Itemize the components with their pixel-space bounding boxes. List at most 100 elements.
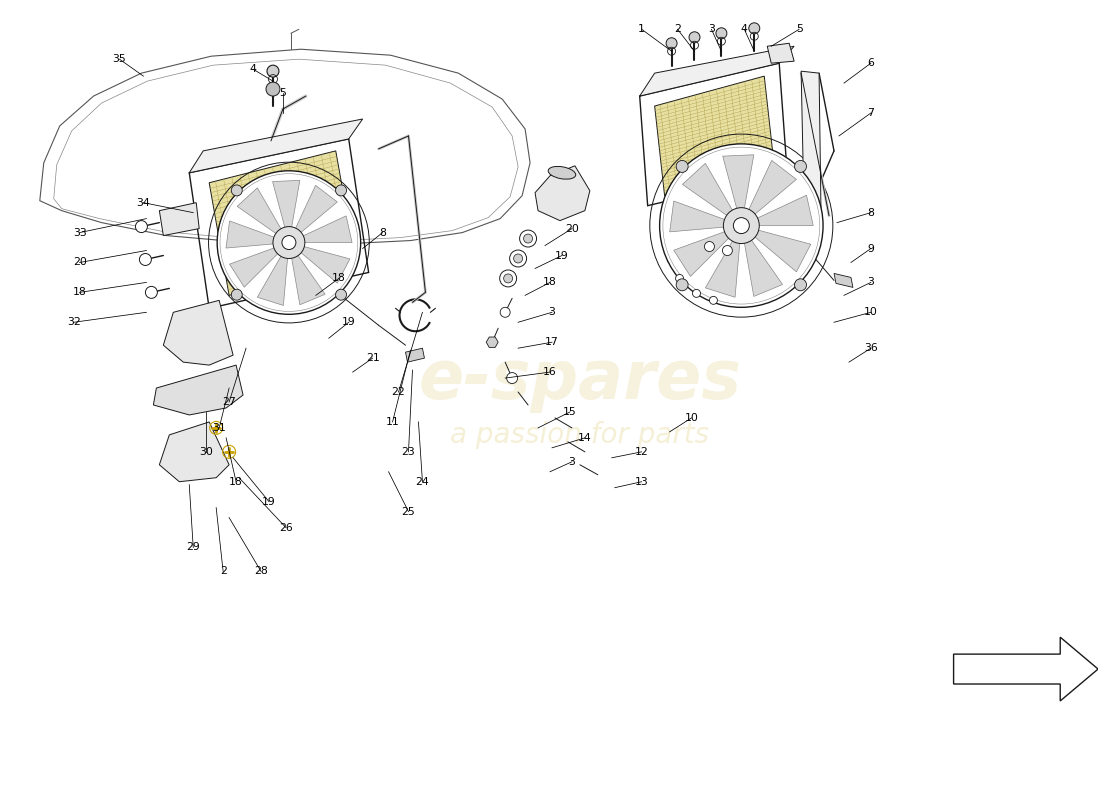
Text: 21: 21 xyxy=(365,353,380,363)
Circle shape xyxy=(749,23,760,34)
Text: 28: 28 xyxy=(254,566,268,577)
Polygon shape xyxy=(209,151,355,295)
Polygon shape xyxy=(163,300,233,365)
Text: 15: 15 xyxy=(563,407,576,417)
Text: 16: 16 xyxy=(543,367,557,377)
Polygon shape xyxy=(801,71,821,216)
Circle shape xyxy=(716,28,727,38)
Text: 19: 19 xyxy=(342,318,355,327)
Polygon shape xyxy=(226,221,277,248)
Polygon shape xyxy=(486,337,498,347)
Circle shape xyxy=(509,250,527,267)
Circle shape xyxy=(282,235,296,250)
Text: 30: 30 xyxy=(199,447,213,457)
Text: 33: 33 xyxy=(73,227,87,238)
Circle shape xyxy=(499,270,517,287)
Text: 17: 17 xyxy=(546,338,559,347)
Text: 4: 4 xyxy=(741,24,748,34)
Polygon shape xyxy=(273,180,300,231)
Text: 35: 35 xyxy=(112,54,126,64)
Circle shape xyxy=(660,144,823,307)
Circle shape xyxy=(667,38,678,49)
Circle shape xyxy=(676,279,689,290)
Polygon shape xyxy=(406,348,425,362)
Circle shape xyxy=(724,208,759,243)
Text: 11: 11 xyxy=(386,417,399,427)
Text: 1: 1 xyxy=(638,24,645,34)
Text: 6: 6 xyxy=(868,58,875,68)
Circle shape xyxy=(693,290,701,298)
Circle shape xyxy=(500,307,510,318)
Circle shape xyxy=(710,296,717,304)
Circle shape xyxy=(734,218,749,234)
Circle shape xyxy=(231,185,242,196)
Polygon shape xyxy=(257,253,288,306)
Text: a passion for parts: a passion for parts xyxy=(450,421,710,449)
Circle shape xyxy=(524,234,532,243)
Circle shape xyxy=(704,242,714,251)
Polygon shape xyxy=(723,154,754,212)
Text: 3: 3 xyxy=(569,457,575,466)
Text: 34: 34 xyxy=(136,198,151,208)
Text: 8: 8 xyxy=(379,227,386,238)
Text: 32: 32 xyxy=(67,318,80,327)
Circle shape xyxy=(676,161,689,172)
Polygon shape xyxy=(744,237,782,297)
Polygon shape xyxy=(754,195,813,226)
Polygon shape xyxy=(292,252,326,305)
Polygon shape xyxy=(189,119,363,173)
Circle shape xyxy=(514,254,522,263)
Polygon shape xyxy=(238,188,283,236)
Circle shape xyxy=(145,286,157,298)
Text: 12: 12 xyxy=(635,447,649,457)
Text: 3: 3 xyxy=(708,24,715,34)
Circle shape xyxy=(273,226,305,258)
Polygon shape xyxy=(682,163,735,218)
Polygon shape xyxy=(767,43,794,63)
Circle shape xyxy=(689,32,700,42)
Polygon shape xyxy=(954,637,1098,701)
Polygon shape xyxy=(752,230,811,272)
Text: 10: 10 xyxy=(684,413,699,423)
Circle shape xyxy=(723,246,733,255)
Circle shape xyxy=(135,221,147,233)
Circle shape xyxy=(794,161,806,172)
Text: 18: 18 xyxy=(229,477,243,486)
Text: 13: 13 xyxy=(635,477,649,486)
Polygon shape xyxy=(153,365,243,415)
Circle shape xyxy=(231,290,242,300)
Text: 4: 4 xyxy=(250,64,256,74)
Circle shape xyxy=(507,373,518,383)
Polygon shape xyxy=(705,238,740,298)
Text: 20: 20 xyxy=(565,223,579,234)
Text: 5: 5 xyxy=(279,88,286,98)
Polygon shape xyxy=(747,161,796,217)
Text: 26: 26 xyxy=(279,522,293,533)
Polygon shape xyxy=(230,246,280,287)
Polygon shape xyxy=(640,46,794,96)
Circle shape xyxy=(336,185,346,196)
Polygon shape xyxy=(160,422,229,482)
Polygon shape xyxy=(298,246,350,283)
Text: 2: 2 xyxy=(674,24,681,34)
Circle shape xyxy=(267,65,279,77)
Polygon shape xyxy=(834,274,852,287)
Text: 10: 10 xyxy=(864,307,878,318)
Polygon shape xyxy=(674,230,732,277)
Text: 19: 19 xyxy=(556,250,569,261)
Text: 3: 3 xyxy=(549,307,556,318)
Text: 3: 3 xyxy=(868,278,875,287)
Text: 27: 27 xyxy=(222,397,236,407)
Polygon shape xyxy=(670,201,728,232)
Circle shape xyxy=(504,274,513,283)
Polygon shape xyxy=(654,76,774,196)
Polygon shape xyxy=(160,202,199,235)
Text: e-spares: e-spares xyxy=(418,347,741,413)
Text: 20: 20 xyxy=(73,258,87,267)
Text: 18: 18 xyxy=(332,274,345,283)
Text: 36: 36 xyxy=(864,343,878,353)
Text: 9: 9 xyxy=(868,243,875,254)
Text: 25: 25 xyxy=(402,506,416,517)
Circle shape xyxy=(336,290,346,300)
Text: 24: 24 xyxy=(416,477,429,486)
